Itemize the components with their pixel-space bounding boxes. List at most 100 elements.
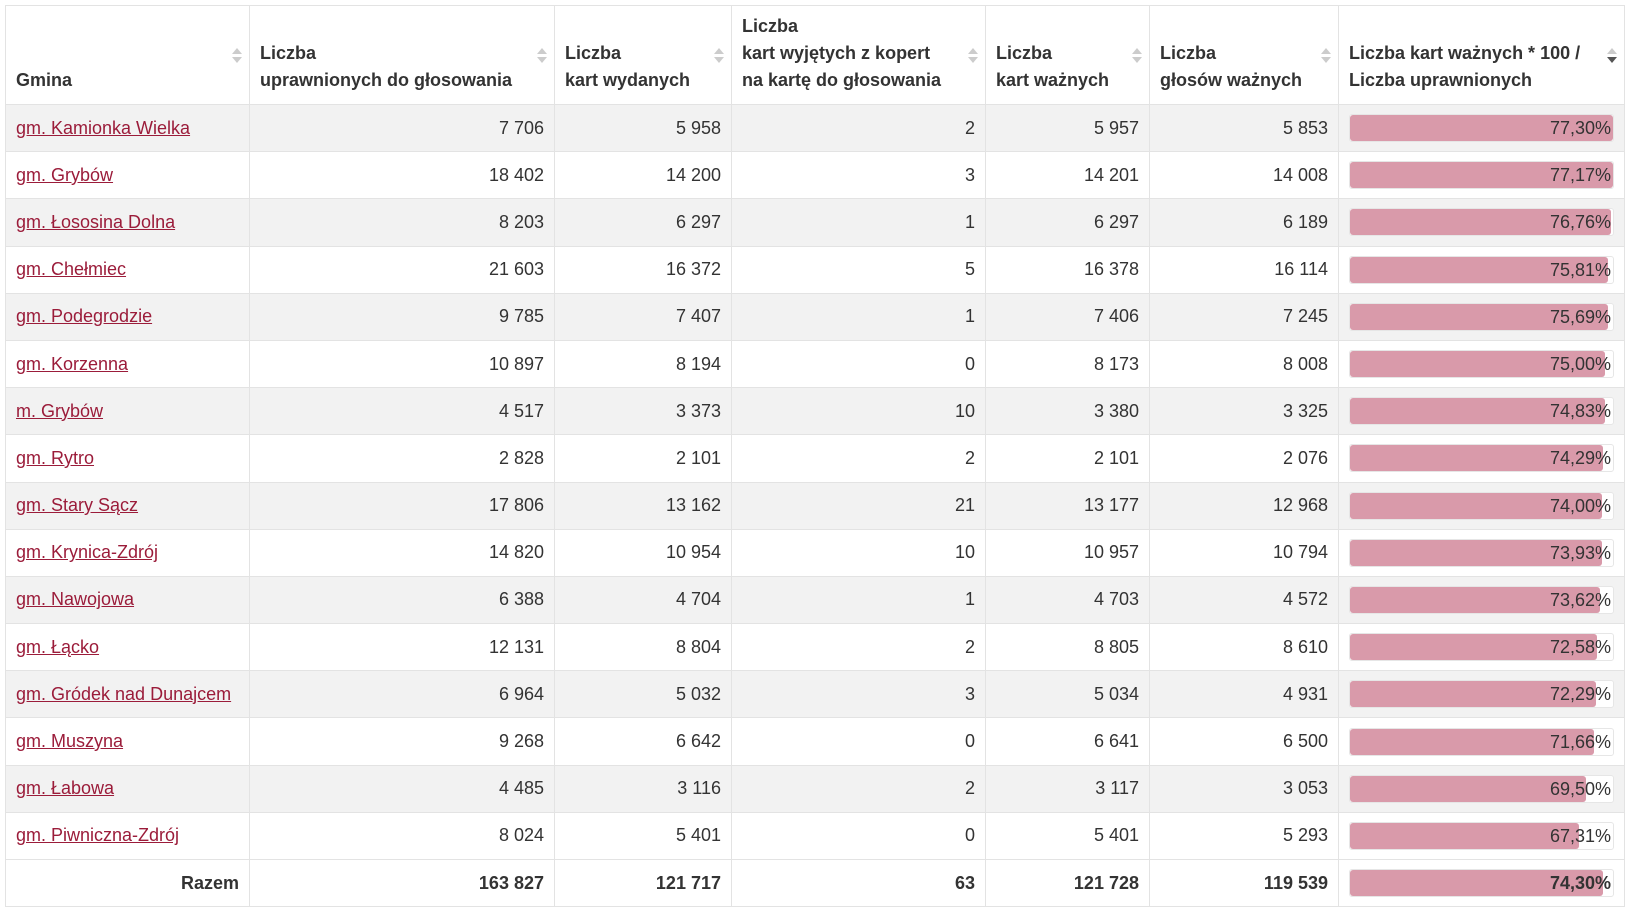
data-row: gm. Łącko 12 131 8 804 2 8 805 8 610 72,58%: [5, 623, 1625, 672]
cell-value: 17 806: [488, 495, 544, 516]
gmina-link[interactable]: gm. Podegrodzie: [16, 306, 153, 327]
column-header[interactable]: Liczba głosów ważnych: [1149, 5, 1339, 105]
number-cell: 3 116: [554, 764, 732, 813]
gmina-link[interactable]: gm. Gródek nad Dunajcem: [16, 683, 232, 704]
cell-value: 6 297: [675, 211, 721, 232]
cell-value: 10: [954, 400, 975, 421]
number-cell: 6 388: [249, 575, 555, 625]
gmina-link[interactable]: gm. Kamionka Wielka: [16, 117, 191, 138]
cell-value: 7 245: [1282, 306, 1328, 327]
turnout-label: 74,00%: [1549, 495, 1611, 516]
number-cell: 121 728: [985, 858, 1150, 908]
gmina-link[interactable]: gm. Krynica-Zdrój: [16, 542, 159, 563]
gmina-link[interactable]: gm. Korzenna: [16, 353, 129, 374]
number-cell: 5 293: [1149, 811, 1339, 861]
gmina-link[interactable]: gm. Chełmiec: [16, 259, 127, 280]
total-label: Razem: [180, 872, 239, 893]
column-header[interactable]: Liczba kart wydanych: [554, 5, 732, 105]
gmina-link[interactable]: m. Grybów: [16, 400, 104, 421]
number-cell: 3: [731, 151, 986, 200]
cell-value: 4 704: [675, 589, 721, 610]
cell-value: 8 203: [498, 211, 544, 232]
number-cell: 3: [731, 670, 986, 719]
turnout-label: 75,81%: [1549, 259, 1611, 280]
column-header[interactable]: Liczba kart ważnych: [985, 5, 1150, 105]
cell-value: 5 958: [675, 117, 721, 138]
gmina-link[interactable]: gm. Nawojowa: [16, 589, 135, 610]
gmina-link[interactable]: gm. Łososina Dolna: [16, 211, 176, 232]
turnout-cell: 72,29%: [1338, 670, 1625, 719]
cell-value: 13 162: [665, 495, 721, 516]
turnout-label: 75,69%: [1549, 306, 1611, 327]
data-row: m. Grybów 4 517 3 373 10 3 380 3 325 74,83%: [5, 387, 1625, 436]
data-row: gm. Łabowa 4 485 3 116 2 3 117 3 053 69,50%: [5, 764, 1625, 813]
data-row: gm. Nawojowa 6 388 4 704 1 4 703 4 572 73,62%: [5, 575, 1625, 625]
bar-track: 74,30%: [1349, 869, 1614, 898]
gmina-link[interactable]: gm. Stary Sącz: [16, 495, 139, 516]
number-cell: 0: [731, 717, 986, 766]
bar-track: 72,29%: [1349, 680, 1614, 709]
data-row: gm. Stary Sącz 17 806 13 162 21 13 177 12 968…: [5, 481, 1625, 530]
column-header[interactable]: Liczba uprawnionych do głosowania: [249, 5, 555, 105]
cell-value: 5 853: [1282, 117, 1328, 138]
cell-value: 3 325: [1282, 400, 1328, 421]
number-cell: 5 032: [554, 670, 732, 719]
cell-value: 8 008: [1282, 353, 1328, 374]
number-cell: 5 401: [554, 811, 732, 861]
cell-value: 2 101: [675, 447, 721, 468]
number-cell: 6 297: [985, 198, 1150, 247]
cell-value: 4 703: [1093, 589, 1139, 610]
data-row: gm. Grybów 18 402 14 200 3 14 201 14 008 77,17…: [5, 151, 1625, 200]
cell-value: 5 293: [1282, 825, 1328, 846]
name-cell: gm. Stary Sącz: [5, 481, 250, 530]
turnout-cell: 74,30%: [1338, 858, 1625, 908]
number-cell: 8 173: [985, 339, 1150, 389]
number-cell: 6 641: [985, 717, 1150, 766]
number-cell: 10: [731, 528, 986, 577]
column-header[interactable]: Liczba kart ważnych * 100 / Liczba uprawn…: [1338, 5, 1625, 105]
number-cell: 4 703: [985, 575, 1150, 625]
gmina-link[interactable]: gm. Rytro: [16, 447, 95, 468]
cell-value: 0: [964, 731, 975, 752]
cell-value: 9 268: [498, 731, 544, 752]
name-cell: gm. Korzenna: [5, 339, 250, 389]
gmina-link[interactable]: gm. Łabowa: [16, 778, 115, 799]
bar-track: 72,58%: [1349, 633, 1614, 662]
cell-value: 4 931: [1282, 683, 1328, 704]
cell-value: 3 380: [1093, 400, 1139, 421]
data-row: gm. Krynica-Zdrój 14 820 10 954 10 10 957 10 …: [5, 528, 1625, 577]
number-cell: 9 785: [249, 292, 555, 341]
data-row: gm. Podegrodzie 9 785 7 407 1 7 406 7 245 75,6…: [5, 292, 1625, 341]
number-cell: 8 008: [1149, 339, 1339, 389]
header-text: Liczba kart ważnych * 100 /: [1349, 43, 1581, 63]
cell-value: 7 406: [1093, 306, 1139, 327]
gmina-link[interactable]: gm. Piwniczna-Zdrój: [16, 825, 180, 846]
cell-value: 6 500: [1282, 731, 1328, 752]
cell-value: 16 378: [1083, 259, 1139, 280]
cell-value: 12 131: [488, 636, 544, 657]
turnout-label: 76,76%: [1549, 212, 1611, 233]
turnout-cell: 77,17%: [1338, 151, 1625, 200]
number-cell: 13 177: [985, 481, 1150, 530]
cell-value: 4 485: [498, 778, 544, 799]
number-cell: 10 897: [249, 339, 555, 389]
column-header[interactable]: Gmina: [5, 5, 250, 105]
gmina-link[interactable]: gm. Łącko: [16, 636, 100, 657]
table-body: gm. Kamionka Wielka 7 706 5 958 2 5 957 5 853…: [5, 103, 1625, 861]
number-cell: 2: [731, 434, 986, 483]
bar-track: 73,93%: [1349, 538, 1614, 567]
gmina-link[interactable]: gm. Muszyna: [16, 731, 124, 752]
cell-value: 1: [964, 306, 975, 327]
number-cell: 1: [731, 575, 986, 625]
turnout-bar: [1350, 162, 1613, 189]
cell-value: 6 189: [1282, 211, 1328, 232]
turnout-bar: [1350, 492, 1602, 519]
gmina-link[interactable]: gm. Grybów: [16, 164, 114, 185]
number-cell: 13 162: [554, 481, 732, 530]
name-cell: gm. Podegrodzie: [5, 292, 250, 341]
cell-value: 1: [964, 589, 975, 610]
column-header[interactable]: Liczba kart wyjętych z kopert na kartę do …: [731, 5, 986, 105]
cell-value: 13 177: [1083, 495, 1139, 516]
name-cell: gm. Łososina Dolna: [5, 198, 250, 247]
